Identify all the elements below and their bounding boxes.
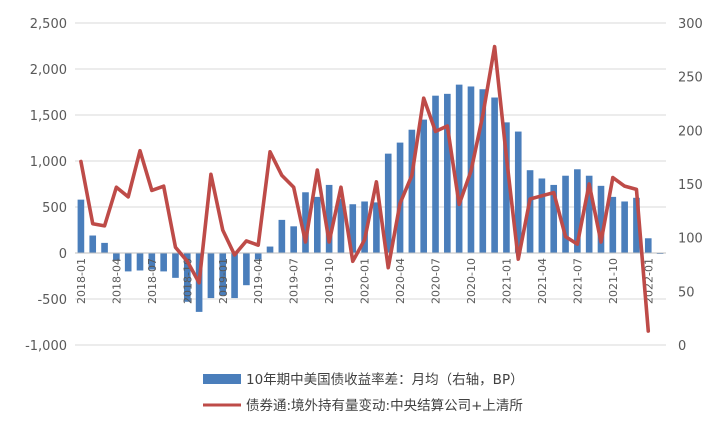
bar [77,199,85,253]
legend-bar-swatch [203,374,241,384]
legend-line-label: 债券通:境外持有量变动:中央结算公司+上清所 [246,398,523,414]
bar [408,129,416,253]
bar [136,253,144,271]
x-tick-label: 2020-07 [430,258,443,304]
y-left-tick-label: 0 [59,247,67,262]
bar [254,253,262,260]
bar [172,253,179,278]
bar [243,253,250,286]
series-line [79,44,651,333]
y-right-tick-label: 200 [678,124,703,139]
bar [290,226,297,253]
y-right-tick-label: 300 [678,17,703,32]
x-tick-label: 2020-04 [394,258,407,304]
y-left-tick-label: 1,000 [30,155,67,170]
x-tick-label: 2019-10 [323,258,336,304]
y-left-tick-label: -1,000 [25,339,67,354]
bar [621,201,628,253]
y-left-tick-label: 2,500 [30,17,67,32]
bar [160,253,167,272]
bar [101,242,108,253]
bar [479,89,487,254]
bar [550,184,558,253]
legend: 10年期中美国债收益率差：月均（右轴，BP） 债券通:境外持有量变动:中央结算公… [203,371,524,414]
x-tick-label: 2019-07 [288,258,301,304]
x-tick-label: 2019-04 [252,258,265,304]
bar [562,175,569,253]
y-right-tick-label: 50 [678,285,695,300]
y-left-tick-label: -500 [37,293,67,308]
x-tick-label: 2021-10 [607,258,620,304]
bar [148,253,156,270]
bar [361,201,368,253]
bar [337,198,345,253]
bar [597,185,605,253]
bar [444,93,451,253]
legend-bar-label: 10年期中美国债收益率差：月均（右轴，BP） [246,371,524,388]
x-tick-label: 2021-04 [536,258,549,304]
bar [538,178,546,253]
bar [325,184,333,253]
bar [609,196,617,253]
x-tick-label: 2021-07 [571,258,584,304]
y-left-tick-label: 2,000 [30,63,67,78]
left-axis-labels: -1,000 -500 0 500 1,000 1,500 2,000 2,500 [25,17,67,354]
y-right-tick-label: 150 [678,178,703,193]
x-tick-label: 2018-01 [75,258,88,304]
x-tick-label: 2020-10 [465,258,478,304]
x-tick-label: 2019-01 [217,258,230,304]
bar [491,97,498,254]
bar [207,253,215,299]
bar [219,253,227,296]
bar [183,253,191,302]
bar [373,202,380,253]
bar [231,253,238,299]
bar [396,142,404,253]
bar [349,204,357,253]
line-series [79,44,651,333]
bar [585,175,593,253]
bar [266,246,274,253]
bar [314,196,321,253]
bar [420,119,427,253]
bar [124,253,132,272]
bar [633,197,640,253]
x-tick-label: 2020-01 [359,258,372,304]
x-tick-label: 2021-01 [500,258,513,304]
bar [89,235,97,253]
y-left-tick-label: 500 [42,201,67,216]
bar [455,84,463,253]
bar [278,219,286,253]
x-tick-label: 2018-04 [110,258,123,304]
y-right-tick-label: 250 [678,71,703,86]
bar [384,153,392,253]
bar [432,95,439,254]
x-tick-label: 2018-07 [146,258,159,304]
y-right-tick-label: 100 [678,232,703,247]
right-axis-labels: 0 50 100 150 200 250 300 [678,17,703,354]
bar [113,253,120,261]
bar [526,170,534,253]
bar [503,122,510,253]
y-left-tick-label: 1,500 [30,109,67,124]
bar [644,238,652,253]
bar [302,192,309,253]
y-right-tick-label: 0 [678,339,686,354]
bar [574,169,581,253]
bar [514,131,522,253]
